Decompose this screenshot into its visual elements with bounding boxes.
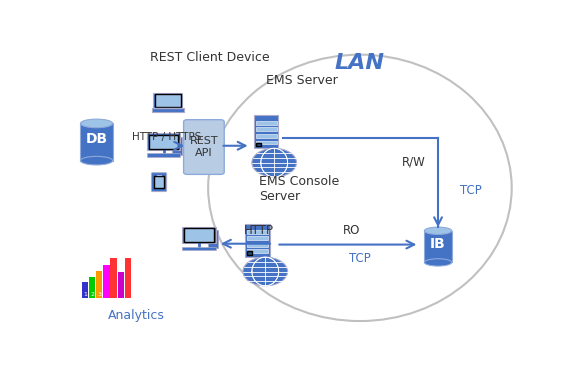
FancyBboxPatch shape — [184, 228, 214, 242]
Text: RO: RO — [343, 224, 360, 237]
Text: Analytics: Analytics — [108, 309, 165, 322]
FancyBboxPatch shape — [184, 120, 224, 174]
Circle shape — [252, 148, 297, 177]
FancyBboxPatch shape — [154, 176, 164, 189]
FancyBboxPatch shape — [149, 135, 179, 149]
FancyBboxPatch shape — [124, 258, 131, 298]
Text: 2: 2 — [90, 292, 94, 297]
Text: TCP: TCP — [460, 184, 482, 197]
Text: R/W: R/W — [402, 155, 426, 169]
Ellipse shape — [81, 156, 113, 165]
FancyBboxPatch shape — [247, 236, 268, 240]
FancyBboxPatch shape — [208, 230, 218, 248]
FancyBboxPatch shape — [103, 265, 109, 298]
FancyBboxPatch shape — [245, 224, 270, 257]
Text: LAN: LAN — [335, 53, 385, 73]
Text: TCP: TCP — [348, 252, 370, 265]
Ellipse shape — [425, 259, 452, 266]
FancyBboxPatch shape — [247, 230, 268, 234]
FancyBboxPatch shape — [118, 272, 124, 298]
FancyBboxPatch shape — [153, 93, 183, 108]
FancyBboxPatch shape — [156, 94, 181, 106]
Text: 3: 3 — [97, 292, 101, 297]
FancyBboxPatch shape — [111, 258, 117, 298]
FancyBboxPatch shape — [96, 271, 103, 298]
Text: EMS Server: EMS Server — [266, 74, 338, 87]
FancyBboxPatch shape — [254, 115, 278, 148]
Text: HTTP / HTTPS: HTTP / HTTPS — [132, 132, 202, 142]
FancyBboxPatch shape — [256, 141, 276, 144]
Ellipse shape — [425, 227, 452, 234]
Text: EMS Console
Server: EMS Console Server — [259, 175, 340, 203]
FancyBboxPatch shape — [82, 282, 88, 298]
FancyBboxPatch shape — [147, 134, 180, 150]
Text: DB: DB — [85, 132, 108, 146]
FancyBboxPatch shape — [256, 127, 276, 131]
Text: REST Client Device: REST Client Device — [150, 51, 270, 64]
Text: REST
API: REST API — [190, 136, 218, 158]
FancyBboxPatch shape — [151, 173, 166, 192]
FancyBboxPatch shape — [81, 124, 113, 161]
FancyBboxPatch shape — [247, 243, 268, 247]
FancyBboxPatch shape — [147, 154, 180, 157]
FancyBboxPatch shape — [247, 251, 252, 255]
FancyBboxPatch shape — [256, 142, 261, 146]
Text: IB: IB — [430, 237, 446, 251]
Circle shape — [243, 257, 287, 286]
FancyBboxPatch shape — [247, 249, 268, 253]
FancyBboxPatch shape — [183, 227, 216, 243]
FancyBboxPatch shape — [256, 134, 276, 138]
FancyBboxPatch shape — [152, 108, 184, 112]
FancyBboxPatch shape — [183, 247, 216, 250]
Ellipse shape — [81, 119, 113, 128]
FancyBboxPatch shape — [256, 121, 276, 125]
Text: HTTP: HTTP — [244, 224, 274, 237]
FancyBboxPatch shape — [172, 137, 182, 155]
FancyBboxPatch shape — [89, 277, 95, 298]
Text: 1: 1 — [83, 292, 87, 297]
FancyBboxPatch shape — [425, 231, 452, 262]
